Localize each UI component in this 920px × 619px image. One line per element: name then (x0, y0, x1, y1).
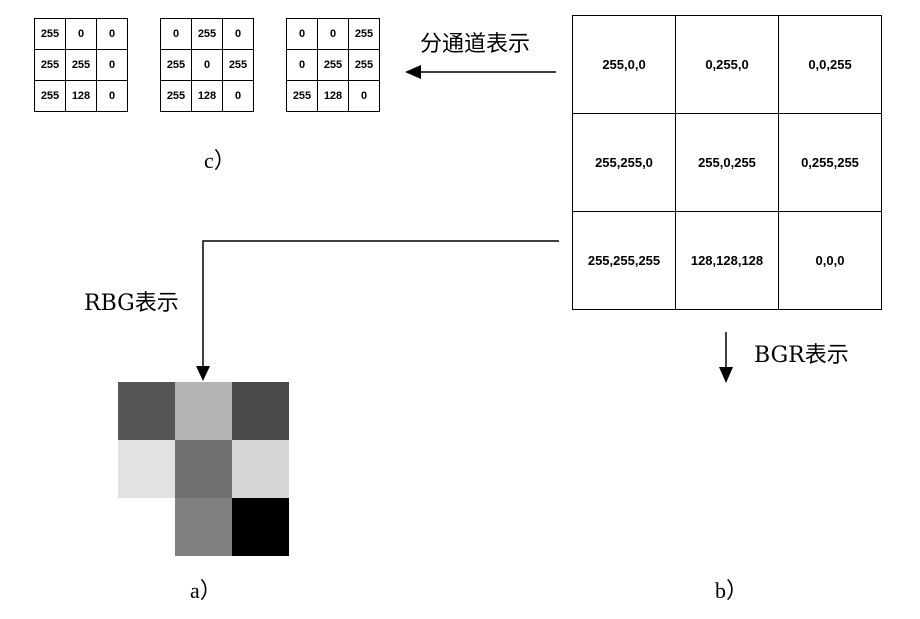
ch-2-cell: 255 (348, 49, 380, 81)
ch-0-cell: 255 (34, 49, 66, 81)
bgr-cell: 0,0,0 (778, 211, 882, 310)
gray-pixel (232, 440, 289, 498)
ch-2-row: 0 0 255 (286, 18, 380, 50)
ch-0-cell: 255 (34, 18, 66, 50)
arrow-to-channels-head (405, 65, 421, 79)
ch-1-row: 255 0 255 (160, 49, 254, 81)
ch-2-cell: 255 (286, 80, 318, 112)
bgr-cell: 255,0,0 (572, 15, 676, 114)
ch-0-row: 255 0 0 (34, 18, 128, 50)
channel-label: 分通道表示 (420, 32, 531, 57)
bgr-cell: 255,255,255 (572, 211, 676, 310)
bgr-row: 255,0,0 0,255,0 0,0,255 (572, 15, 882, 114)
ch-2-cell: 0 (348, 80, 380, 112)
ch-1-cell: 255 (222, 49, 254, 81)
ch-0-cell: 0 (96, 18, 128, 50)
ch-0-cell: 128 (65, 80, 97, 112)
bgr-cell: 255,255,0 (572, 113, 676, 212)
gray-pixel (232, 498, 289, 556)
gray-pixel (175, 440, 232, 498)
arrow-bgr-head (719, 367, 733, 383)
ch-0-row: 255 255 0 (34, 49, 128, 81)
ch-2-cell: 255 (317, 49, 349, 81)
caption-a: a） (190, 578, 222, 603)
gray-pixel (232, 382, 289, 440)
ch-1-cell: 255 (160, 80, 192, 112)
gray-pixel (175, 382, 232, 440)
bgr-cell: 128,128,128 (675, 211, 779, 310)
ch-0-cell: 0 (96, 49, 128, 81)
ch-1-cell: 0 (222, 80, 254, 112)
ch-1-cell: 128 (191, 80, 223, 112)
bgr-grid: 255,0,0 0,255,0 0,0,255 255,255,0 255,0,255 0… (572, 15, 882, 310)
ch-1-cell: 255 (191, 18, 223, 50)
ch-0-cell: 0 (96, 80, 128, 112)
ch-2-row: 0 255 255 (286, 49, 380, 81)
ch-1-cell: 0 (191, 49, 223, 81)
ch-0-cell: 0 (65, 18, 97, 50)
ch-1-row: 255 128 0 (160, 80, 254, 112)
bgr-cell: 0,255,255 (778, 113, 882, 212)
gray-pixel (118, 382, 175, 440)
gray-pixel (118, 498, 175, 556)
gray-pixel (175, 498, 232, 556)
arrow-to-gray-head (196, 366, 210, 381)
ch-2-cell: 128 (317, 80, 349, 112)
caption-b: b） (715, 578, 749, 603)
caption-c: c） (204, 148, 236, 173)
channel-grid-1: 255 0 0 255 255 0 255 128 0 (34, 18, 128, 112)
gray-pixel (118, 440, 175, 498)
channel-grid-3: 0 0 255 0 255 255 255 128 0 (286, 18, 380, 112)
bgr-cell: 0,0,255 (778, 15, 882, 114)
gray-image (118, 382, 289, 556)
bgr-row: 255,255,255 128,128,128 0,0,0 (572, 211, 882, 310)
bgr-label: BGR表示 (754, 343, 849, 368)
ch-2-row: 255 128 0 (286, 80, 380, 112)
channel-grid-2: 0 255 0 255 0 255 255 128 0 (160, 18, 254, 112)
ch-2-cell: 255 (348, 18, 380, 50)
ch-0-row: 255 128 0 (34, 80, 128, 112)
arrow-to-gray-line (202, 240, 559, 368)
rbg-label: RBG表示 (84, 291, 179, 316)
